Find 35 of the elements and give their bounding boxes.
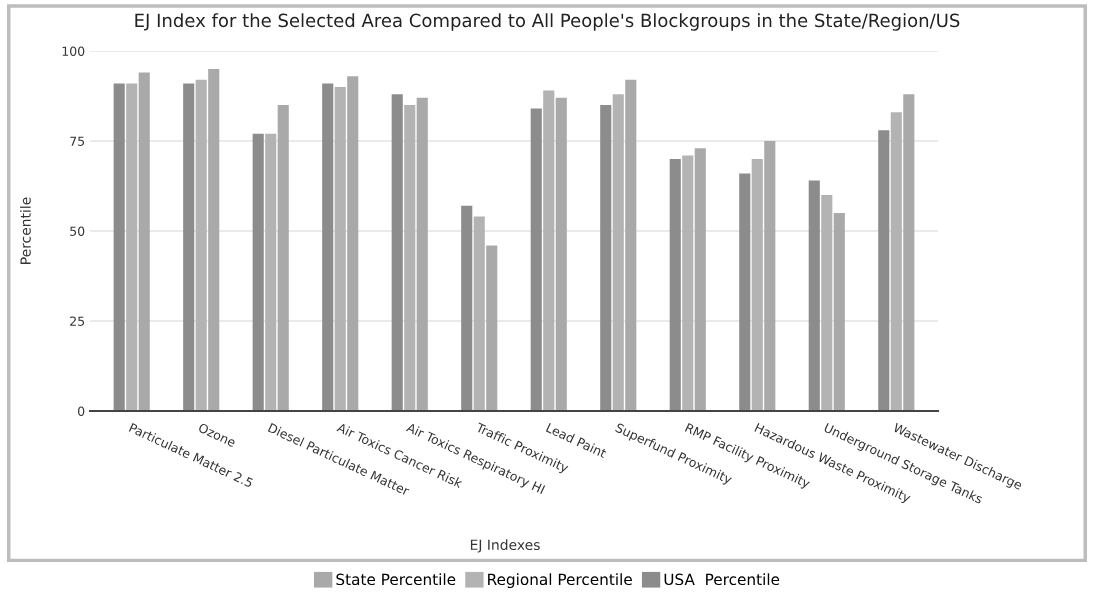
- bar: [833, 213, 845, 411]
- x-axis-title: EJ Indexes: [470, 539, 540, 553]
- bar: [126, 83, 138, 411]
- legend-label: State Percentile: [336, 573, 456, 586]
- bar: [821, 195, 833, 411]
- y-tick-label: 25: [70, 316, 85, 326]
- legend-label: USA Percentile: [664, 573, 780, 586]
- bar: [600, 105, 612, 411]
- bar: [138, 72, 150, 411]
- bar: [808, 180, 820, 411]
- bar: [530, 108, 542, 411]
- bar: [694, 148, 706, 411]
- bar: [878, 130, 890, 411]
- bar: [461, 205, 473, 411]
- chart-title: EJ Index for the Selected Area Compared to All People's Blockgroups in the State/Region/US: [135, 13, 960, 31]
- y-tick-label: 50: [70, 226, 85, 236]
- bar: [669, 159, 681, 411]
- bar: [739, 173, 751, 411]
- bar: [252, 133, 264, 411]
- bar: [322, 83, 334, 411]
- bar: [183, 83, 195, 411]
- bar: [416, 97, 428, 411]
- y-axis-title: Percentile: [20, 197, 31, 264]
- legend-label: Regional Percentile: [488, 573, 632, 589]
- y-tick-label: 75: [70, 136, 85, 146]
- y-tick-label: 100: [62, 46, 85, 56]
- bar: [555, 97, 567, 411]
- bar: [682, 155, 694, 411]
- bar: [391, 94, 403, 411]
- bar: [404, 105, 416, 411]
- bar: [265, 133, 277, 411]
- bar: [113, 83, 125, 411]
- bar: [277, 105, 289, 411]
- y-tick-label: 0: [78, 406, 85, 416]
- bar: [543, 90, 555, 411]
